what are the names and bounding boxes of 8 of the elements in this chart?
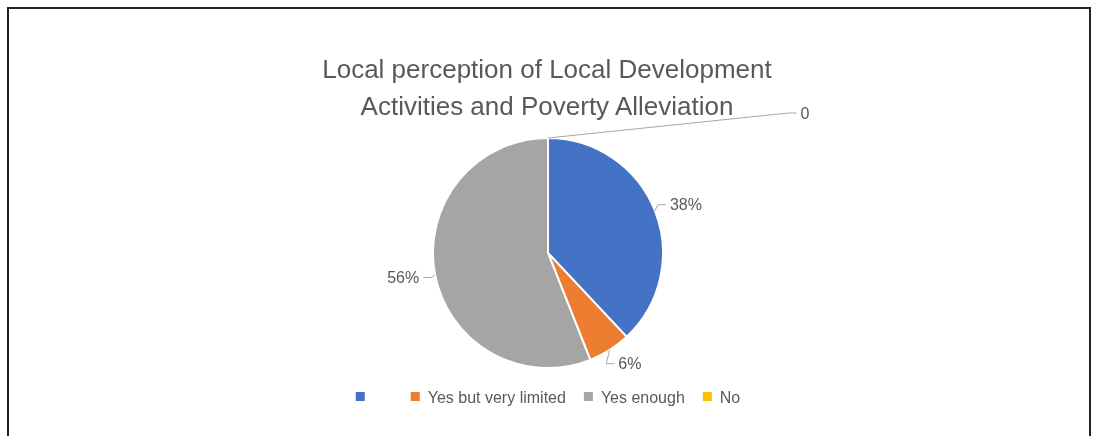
data-label: 38% (669, 196, 702, 214)
legend-label: Yes but very limited (427, 388, 566, 406)
data-label: 56% (387, 269, 420, 287)
legend-label: No (719, 388, 741, 406)
chart-title: Local perception of Local Development Activities and Poverty Alleviation (322, 54, 773, 121)
legend-label: Yes enough (600, 388, 685, 406)
data-label: 6% (618, 355, 642, 373)
text: 0 (800, 104, 810, 122)
